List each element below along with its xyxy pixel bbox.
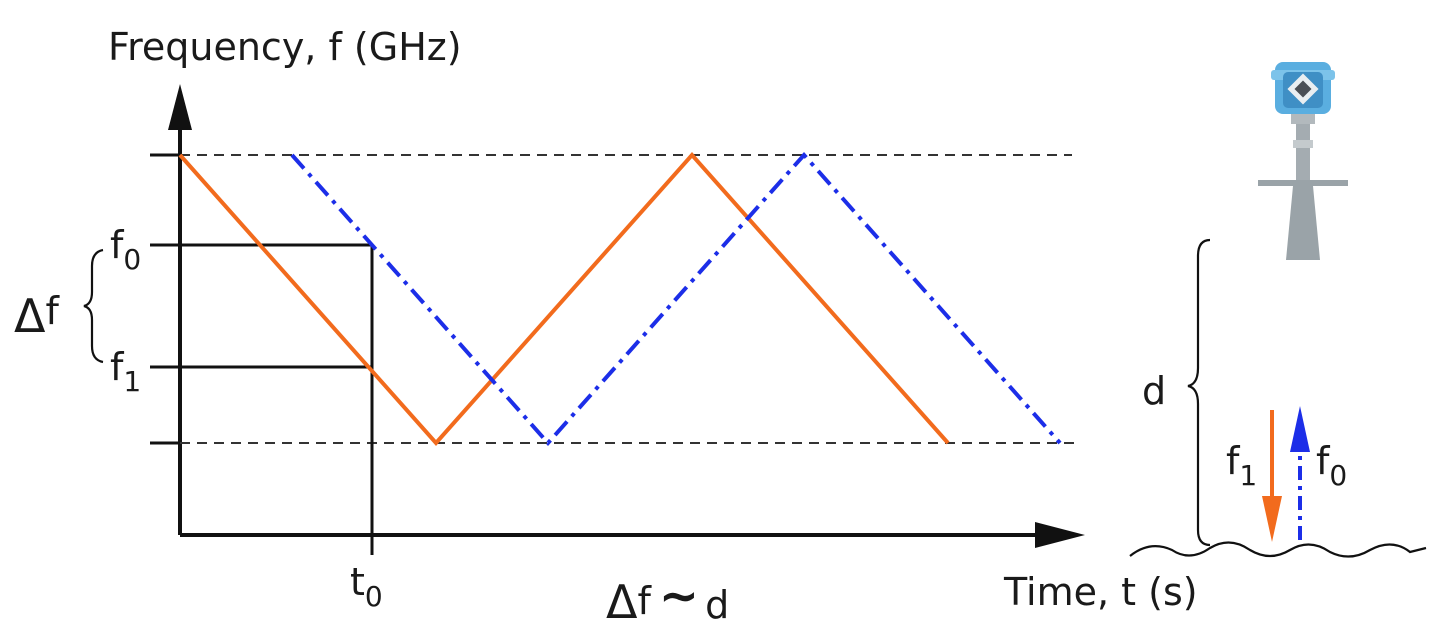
transmitted-arrow <box>1262 410 1282 542</box>
reference-lines <box>150 243 374 555</box>
radar-level-transmitter-icon <box>1258 62 1348 260</box>
distance-brace <box>1187 238 1211 547</box>
x-axis-label: Time, t (s) <box>1003 570 1198 614</box>
transmitted-signal <box>178 151 950 447</box>
axes <box>168 84 1085 548</box>
y-axis-label: Frequency, f (GHz) <box>108 25 462 69</box>
liquid-surface-wave <box>1129 541 1427 558</box>
delta-f-label: Δf <box>14 289 60 343</box>
y-axis-arrow <box>168 84 192 130</box>
delta-f-brace <box>83 248 104 364</box>
arrow-f1-label: f1 <box>1226 439 1257 492</box>
relation-label: Δf ∼ d <box>606 568 729 629</box>
distance-label: d <box>1142 369 1166 413</box>
received-signal <box>290 151 1062 447</box>
frequency-bounds <box>150 153 1078 445</box>
received-arrow <box>1290 406 1310 540</box>
x-axis-arrow <box>1035 522 1085 548</box>
f1-label: f1 <box>110 345 141 398</box>
t0-label: t0 <box>350 560 383 613</box>
f0-label: f0 <box>110 223 141 276</box>
arrow-f0-label: f0 <box>1316 439 1347 492</box>
